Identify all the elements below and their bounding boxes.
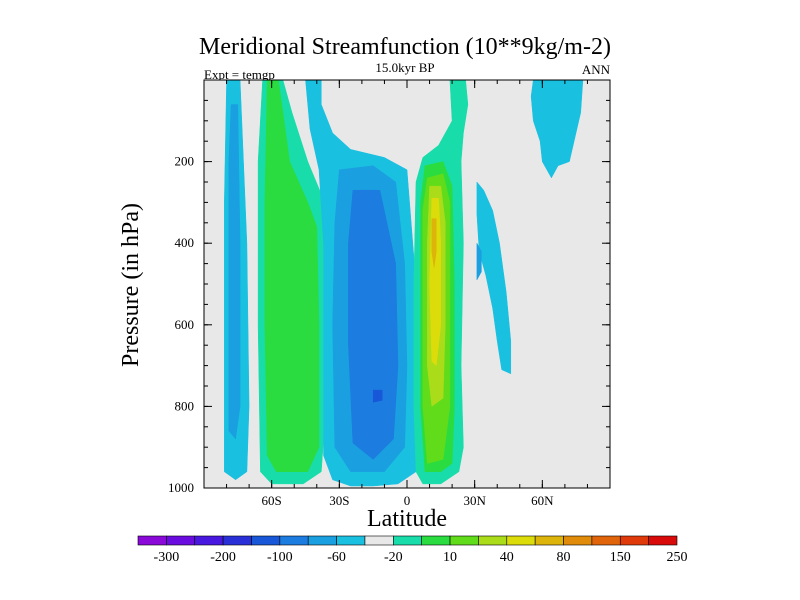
colorbar-label: 80 <box>557 550 571 565</box>
y-tick-label: 800 <box>175 398 195 413</box>
y-tick-label: 1000 <box>168 480 194 495</box>
y-tick-label: 200 <box>175 154 195 169</box>
colorbar-label: 10 <box>443 550 457 565</box>
colorbar-swatch <box>364 535 394 546</box>
colorbar-swatch <box>534 535 564 546</box>
colorbar-swatch <box>449 535 479 546</box>
colorbar-swatch <box>506 535 536 546</box>
colorbar-label: -20 <box>384 550 403 565</box>
x-tick-label: 60S <box>262 493 282 508</box>
colorbar-swatch <box>591 535 621 546</box>
colorbar-label: -300 <box>154 550 180 565</box>
sh-hadley-cell-contour-6 <box>348 189 399 460</box>
plot-frame <box>203 79 611 489</box>
colorbar-label: 250 <box>667 550 688 565</box>
colorbar-swatch <box>648 535 678 546</box>
colorbar-swatch <box>619 535 649 546</box>
experiment-label: Expt = temgp <box>204 67 275 82</box>
colorbar-swatch <box>478 535 508 546</box>
y-axis-label: Pressure (in hPa) <box>118 203 144 367</box>
colorbar-swatch <box>307 535 337 546</box>
colorbar-swatch <box>336 535 366 546</box>
y-tick-label: 600 <box>175 317 195 332</box>
x-tick-label: 0 <box>404 493 411 508</box>
x-axis-label: Latitude <box>367 506 447 532</box>
colorbar-swatch <box>393 535 422 546</box>
colorbar-label: -100 <box>267 550 293 565</box>
nh-hadley-cell-contour-13 <box>431 218 437 268</box>
colorbar-swatch <box>137 535 167 546</box>
colorbar: -300 -200 -100 -60 -20 10 40 80 150 250 <box>137 535 688 565</box>
y-tick-label: 400 <box>175 235 195 250</box>
season-label: ANN <box>582 62 611 77</box>
chart-title: Meridional Streamfunction (10**9kg/m-2) <box>199 34 611 60</box>
colorbar-swatch <box>222 535 252 546</box>
sh-polar-cell-contour-1 <box>228 104 241 440</box>
colorbar-swatch <box>166 535 196 546</box>
colorbar-swatch <box>251 535 281 546</box>
nh-ferrel-cell-contour-15 <box>476 242 482 281</box>
contour-layer <box>224 79 584 487</box>
nh-polar-cell-contour-16 <box>530 79 584 179</box>
colorbar-swatch <box>279 535 309 546</box>
colorbar-label: -200 <box>210 550 236 565</box>
colorbar-swatch <box>563 535 593 546</box>
colorbar-swatch <box>421 535 451 546</box>
axes: 60S 30S 0 30N 60N 200 400 600 800 1000 <box>168 79 611 508</box>
x-tick-label: 30S <box>329 493 349 508</box>
colorbar-label: 150 <box>610 550 631 565</box>
ferrel-cell-contour-3 <box>264 79 320 472</box>
chart-subtitle: 15.0kyr BP <box>375 60 434 75</box>
sh-hadley-cell-contour-7 <box>372 389 383 403</box>
x-tick-label: 30N <box>463 493 486 508</box>
colorbar-swatch <box>194 535 224 546</box>
colorbar-label: -60 <box>327 550 346 565</box>
colorbar-label: 40 <box>500 550 514 565</box>
x-tick-label: 60N <box>531 493 554 508</box>
